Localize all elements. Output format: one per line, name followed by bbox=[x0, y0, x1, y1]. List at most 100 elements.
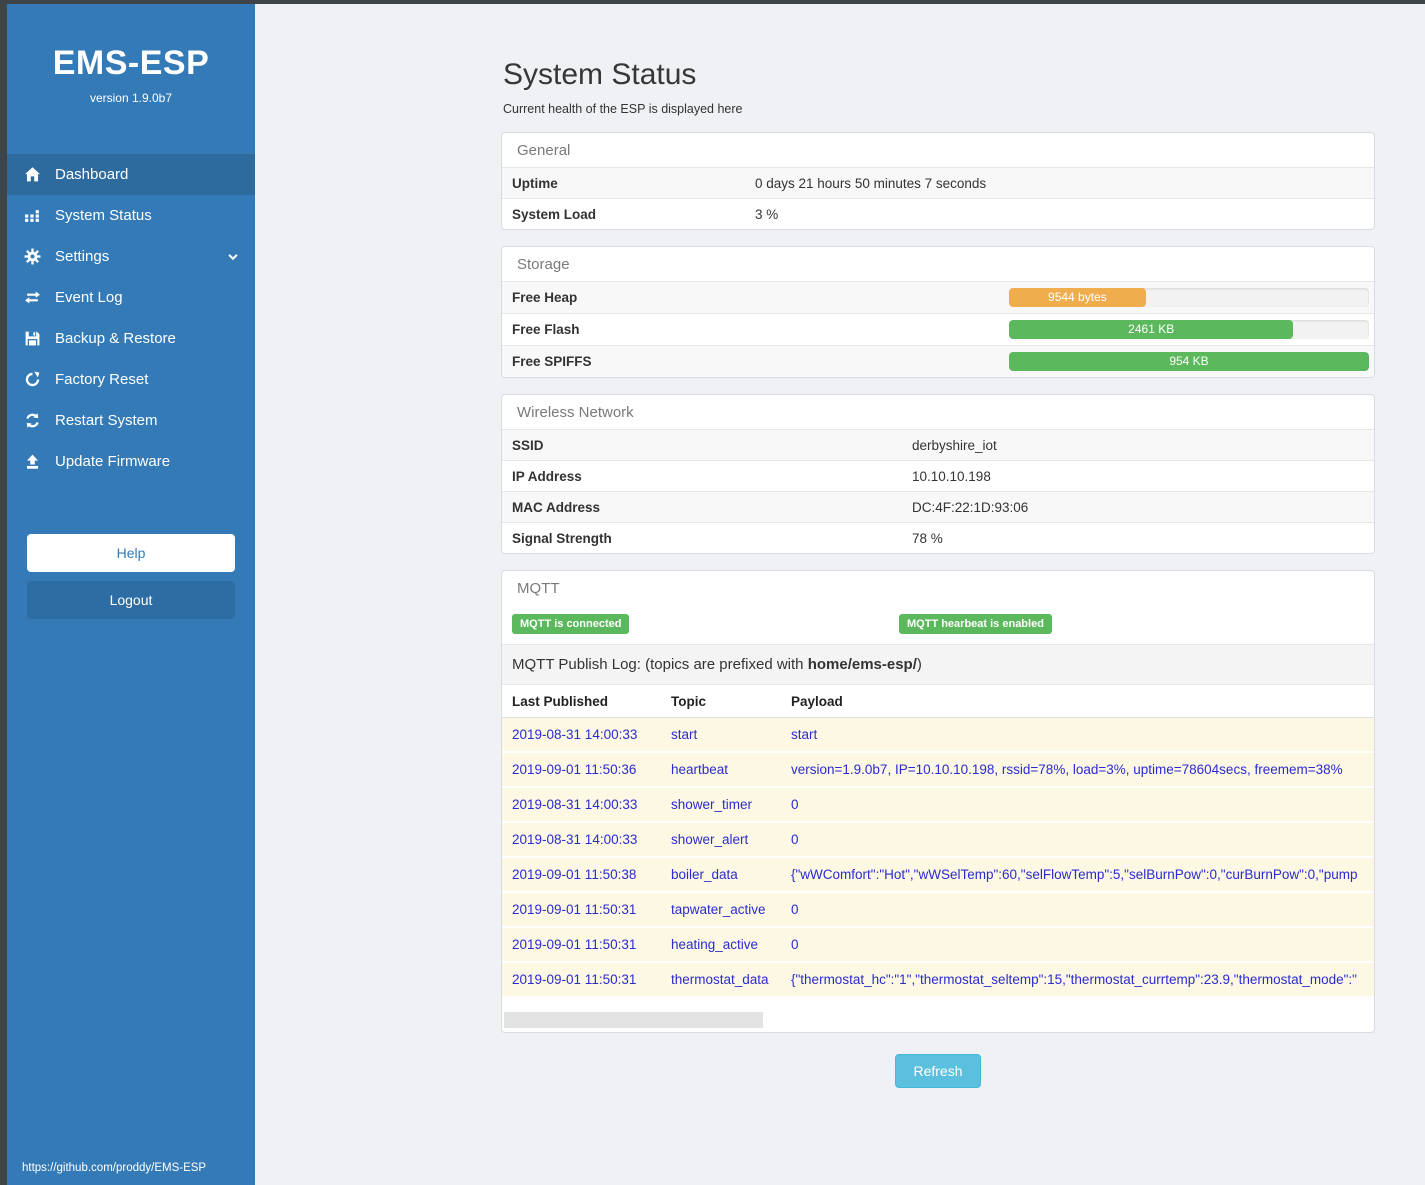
log-topic: thermostat_data bbox=[671, 972, 769, 987]
app-title: EMS-ESP bbox=[52, 44, 210, 82]
general-panel-header: General bbox=[517, 142, 571, 159]
mqtt-publish-log-caption: MQTT Publish Log: (topics are prefixed w… bbox=[502, 644, 1374, 685]
mqtt-log-row: 2019-09-01 11:50:31 heating_active 0 bbox=[502, 928, 1374, 963]
sidebar-item-label: Backup & Restore bbox=[55, 330, 176, 347]
row-value: 3 % bbox=[755, 206, 779, 222]
log-payload: version=1.9.0b7, IP=10.10.10.198, rssid=… bbox=[791, 762, 1343, 777]
column-header-topic: Topic bbox=[671, 694, 706, 709]
gear-icon bbox=[22, 248, 42, 266]
wireless-panel-header: Wireless Network bbox=[517, 404, 634, 421]
home-icon bbox=[22, 166, 42, 184]
log-payload: 0 bbox=[791, 832, 799, 847]
row-value: 10.10.10.198 bbox=[912, 468, 991, 484]
table-row: Free SPIFFS 954 KB bbox=[502, 345, 1374, 377]
mqtt-log-spacer bbox=[502, 998, 1374, 1012]
log-topic: heartbeat bbox=[671, 762, 729, 777]
mqtt-log-row: 2019-09-01 11:50:31 tapwater_active 0 bbox=[502, 893, 1374, 928]
log-payload: {"wWComfort":"Hot","wWSelTemp":60,"selFl… bbox=[791, 867, 1358, 882]
sidebar-item-update-firmware[interactable]: Update Firmware bbox=[7, 441, 255, 482]
help-button[interactable]: Help bbox=[27, 534, 235, 572]
log-topic: start bbox=[671, 727, 698, 742]
log-payload: {"thermostat_hc":"1","thermostat_seltemp… bbox=[791, 972, 1357, 987]
progress-bar-fill: 2461 KB bbox=[1009, 320, 1294, 339]
chevron-down-icon bbox=[226, 250, 240, 264]
sidebar-item-backup-restore[interactable]: Backup & Restore bbox=[7, 318, 255, 359]
row-label: Free SPIFFS bbox=[512, 354, 592, 369]
status-badge: MQTT hearbeat is enabled bbox=[899, 614, 1052, 634]
row-label: Free Heap bbox=[512, 290, 578, 305]
badge-slot: MQTT is connected bbox=[512, 614, 899, 634]
row-label: Uptime bbox=[512, 175, 558, 191]
log-topic: shower_alert bbox=[671, 832, 749, 847]
sidebar-item-settings[interactable]: Settings bbox=[7, 236, 255, 277]
log-topic: tapwater_active bbox=[671, 902, 766, 917]
sidebar-menu: Dashboard System Status Settings Event Log B… bbox=[7, 154, 255, 482]
progress-bar-fill: 954 KB bbox=[1009, 352, 1369, 371]
log-time: 2019-09-01 11:50:36 bbox=[512, 762, 637, 777]
sidebar-buttons: Help Logout bbox=[27, 534, 235, 619]
save-icon bbox=[22, 330, 42, 348]
row-label: SSID bbox=[512, 437, 544, 453]
progress-bar: 2461 KB bbox=[1009, 320, 1369, 339]
mqtt-log-row: 2019-08-31 14:00:33 start start bbox=[502, 718, 1374, 753]
refresh-button[interactable]: Refresh bbox=[895, 1054, 981, 1088]
row-label: MAC Address bbox=[512, 499, 601, 515]
wireless-panel: Wireless Network SSID derbyshire_iot IP Ad… bbox=[501, 394, 1375, 554]
log-time: 2019-09-01 11:50:31 bbox=[512, 902, 637, 917]
upload-icon bbox=[22, 453, 42, 471]
mqtt-status-badges: MQTT is connected MQTT hearbeat is enable… bbox=[502, 605, 1374, 644]
table-row: SSID derbyshire_iot bbox=[502, 429, 1374, 460]
github-link[interactable]: https://github.com/proddy/EMS-ESP bbox=[22, 1162, 207, 1174]
log-time: 2019-08-31 14:00:33 bbox=[512, 797, 638, 812]
storage-panel-header: Storage bbox=[517, 256, 570, 273]
window-top-edge bbox=[0, 0, 1425, 4]
system-status-icon bbox=[22, 207, 42, 225]
sidebar-item-label: Dashboard bbox=[55, 166, 129, 183]
page-subtitle: Current health of the ESP is displayed h… bbox=[503, 102, 743, 116]
rotate-icon bbox=[22, 371, 42, 389]
progress-bar-fill: 9544 bytes bbox=[1009, 288, 1146, 307]
progress-bar: 9544 bytes bbox=[1009, 288, 1369, 307]
log-payload: 0 bbox=[791, 937, 799, 952]
app-version: version 1.9.0b7 bbox=[89, 91, 173, 105]
sidebar-item-label: Update Firmware bbox=[55, 453, 171, 470]
log-time: 2019-08-31 14:00:33 bbox=[512, 727, 638, 742]
row-value: 0 days 21 hours 50 minutes 7 seconds bbox=[755, 175, 987, 191]
log-topic: shower_timer bbox=[671, 797, 753, 812]
storage-table: Free Heap 9544 bytes Free Flash 2461 KB Free… bbox=[502, 281, 1374, 377]
row-label: System Load bbox=[512, 206, 597, 222]
log-topic: boiler_data bbox=[671, 867, 738, 882]
exchange-icon bbox=[22, 289, 42, 307]
sidebar-item-event-log[interactable]: Event Log bbox=[7, 277, 255, 318]
mqtt-log-row: 2019-09-01 11:50:31 thermostat_data {"ther… bbox=[502, 963, 1374, 998]
publish-log-suffix: ) bbox=[916, 656, 922, 673]
mqtt-log-body: 2019-08-31 14:00:33 start start 2019-09-01 … bbox=[502, 718, 1374, 998]
horizontal-scrollbar-thumb[interactable] bbox=[504, 1012, 763, 1028]
sidebar-item-restart-system[interactable]: Restart System bbox=[7, 400, 255, 441]
sidebar-item-label: Factory Reset bbox=[55, 371, 149, 388]
sidebar-item-label: Event Log bbox=[55, 289, 123, 306]
storage-panel: Storage Free Heap 9544 bytes Free Flash 246… bbox=[501, 246, 1375, 378]
mqtt-log-row: 2019-09-01 11:50:38 boiler_data {"wWComfor… bbox=[502, 858, 1374, 893]
log-payload: 0 bbox=[791, 797, 799, 812]
page-title: System Status bbox=[503, 58, 697, 91]
table-row: Signal Strength 78 % bbox=[502, 522, 1374, 553]
sidebar-item-dashboard[interactable]: Dashboard bbox=[7, 154, 255, 195]
log-time: 2019-09-01 11:50:31 bbox=[512, 937, 637, 952]
publish-log-text: MQTT Publish Log: (topics are prefixed w… bbox=[512, 656, 808, 673]
mqtt-log-row: 2019-08-31 14:00:33 shower_timer 0 bbox=[502, 788, 1374, 823]
logout-button[interactable]: Logout bbox=[27, 581, 235, 619]
content-column: System Status Current health of the ESP … bbox=[501, 58, 1375, 1088]
table-row: Free Heap 9544 bytes bbox=[502, 281, 1374, 313]
table-row: MAC Address DC:4F:22:1D:93:06 bbox=[502, 491, 1374, 522]
sidebar-item-system-status[interactable]: System Status bbox=[7, 195, 255, 236]
column-header-last-published: Last Published bbox=[512, 694, 609, 709]
sidebar-item-label: System Status bbox=[55, 207, 152, 224]
general-table: Uptime 0 days 21 hours 50 minutes 7 secon… bbox=[502, 167, 1374, 229]
sidebar-item-factory-reset[interactable]: Factory Reset bbox=[7, 359, 255, 400]
log-time: 2019-09-01 11:50:31 bbox=[512, 972, 637, 987]
sidebar: EMS-ESP version 1.9.0b7 Dashboard System … bbox=[0, 0, 255, 1185]
row-value: 78 % bbox=[912, 530, 943, 546]
table-row: System Load 3 % bbox=[502, 198, 1374, 229]
mqtt-panel-header: MQTT bbox=[517, 580, 560, 597]
